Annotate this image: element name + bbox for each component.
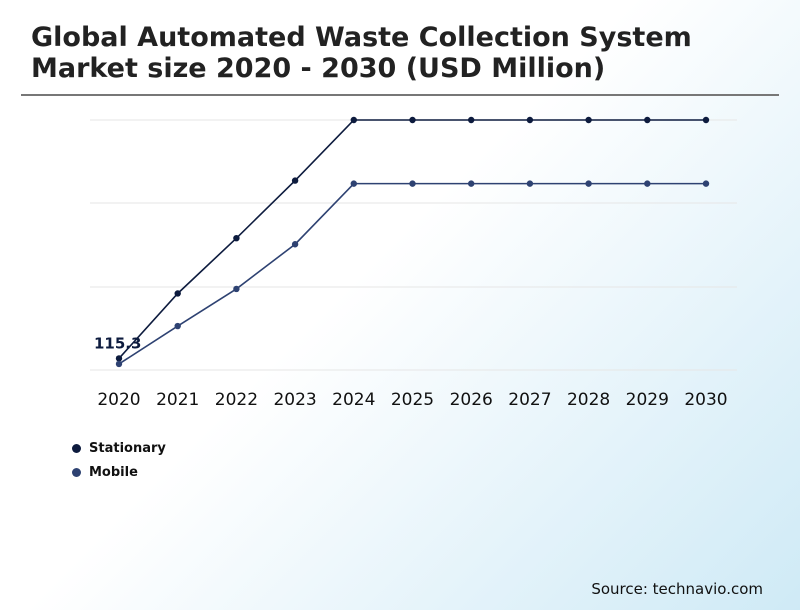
- legend-item-mobile: Mobile: [72, 460, 166, 484]
- x-tick-label-2027: 2027: [508, 390, 551, 410]
- data-point-mobile-2029: [644, 180, 651, 187]
- x-tick-label-2030: 2030: [684, 390, 727, 410]
- x-tick-label-2022: 2022: [215, 390, 258, 410]
- x-tick-label-2020: 2020: [97, 390, 140, 410]
- x-tick-label-2023: 2023: [273, 390, 316, 410]
- legend-marker-stationary: [72, 443, 81, 453]
- title-divider: [21, 94, 779, 96]
- data-point-stationary-2029: [644, 116, 651, 124]
- legend: Stationary Mobile: [72, 436, 166, 484]
- data-point-stationary-2023: [291, 177, 299, 184]
- data-point-mobile-2024: [350, 180, 357, 187]
- data-point-stationary-2024: [350, 116, 357, 124]
- x-tick-label-2029: 2029: [626, 390, 669, 410]
- legend-item-stationary: Stationary: [72, 436, 166, 460]
- x-tick-label-2028: 2028: [567, 390, 610, 410]
- line-chart: 2020 2021 2022 2023 2024 2025 2026 2027 2028 2029…: [90, 116, 737, 410]
- chart-title-line-1: Global Automated Waste Collection System: [31, 22, 692, 53]
- series-line-mobile: [118, 182, 706, 365]
- source-credit: Source: technavio.com: [591, 580, 763, 598]
- data-point-stationary-2028: [585, 116, 592, 124]
- x-tick-label-2025: 2025: [391, 390, 434, 410]
- data-point-stationary-2021: [174, 290, 181, 297]
- data-point-mobile-2021: [174, 322, 181, 330]
- data-point-stationary-2026: [468, 116, 475, 124]
- legend-marker-mobile: [72, 467, 81, 477]
- data-label-stationary-2020: 115.3: [94, 334, 141, 352]
- data-point-mobile-2025: [409, 180, 416, 187]
- legend-label-stationary: Stationary: [89, 440, 166, 456]
- data-point-mobile-2028: [585, 180, 592, 187]
- legend-label-mobile: Mobile: [89, 464, 138, 480]
- data-point-stationary-2022: [233, 234, 240, 242]
- data-point-mobile-2026: [468, 180, 475, 187]
- data-point-mobile-2030: [702, 180, 710, 187]
- chart-title: Global Automated Waste Collection System…: [31, 22, 771, 84]
- x-tick-label-2026: 2026: [450, 390, 493, 410]
- data-point-mobile-2023: [291, 241, 299, 248]
- x-tick-label-2024: 2024: [332, 390, 375, 410]
- data-point-stationary-2027: [526, 116, 534, 124]
- data-point-mobile-2027: [526, 180, 534, 187]
- data-point-stationary-2020: [115, 355, 123, 362]
- x-tick-label-2021: 2021: [156, 390, 199, 410]
- data-point-mobile-2022: [233, 285, 240, 293]
- data-point-mobile-2020: [115, 360, 123, 368]
- chart-title-line-2: Market size 2020 - 2030 (USD Million): [31, 53, 606, 84]
- data-point-stationary-2025: [409, 116, 416, 124]
- series-line-stationary: [118, 119, 706, 359]
- data-point-stationary-2030: [702, 116, 710, 124]
